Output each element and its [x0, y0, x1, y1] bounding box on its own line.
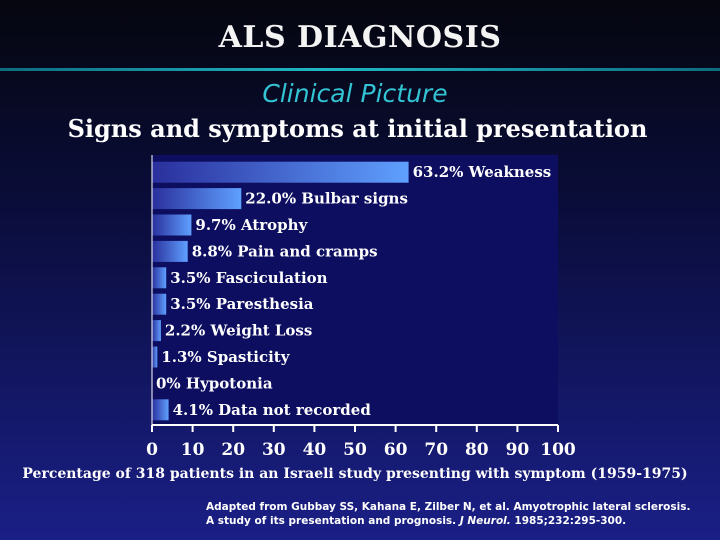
bar-label: 63.2% Weakness	[413, 163, 552, 181]
bar-label: 3.5% Paresthesia	[170, 295, 314, 313]
bar-bulbar-signs	[152, 188, 242, 210]
citation-journal: J Neurol.	[459, 515, 511, 527]
bar-label: 4.1% Data not recorded	[173, 401, 372, 419]
bar-label: 8.8% Pain and cramps	[192, 242, 378, 260]
x-tick-label: 30	[262, 440, 286, 460]
bar-pain-and-cramps	[152, 240, 188, 262]
citation-text: A study of its presentation and prognosi…	[206, 515, 457, 527]
x-tick-label: 20	[221, 440, 245, 460]
title-divider	[0, 68, 720, 71]
bar-weakness	[152, 161, 409, 183]
x-tick-label: 60	[384, 440, 408, 460]
x-tick-label: 0	[146, 440, 158, 460]
source-citation: Adapted from Gubbay SS, Kahana E, Zilber…	[206, 500, 706, 528]
x-tick-label: 100	[540, 440, 576, 460]
bar-fasciculation	[152, 267, 167, 289]
bar-data-not-recorded	[152, 399, 169, 421]
bar-weight-loss	[152, 320, 161, 342]
bar-label: 3.5% Fasciculation	[170, 269, 327, 287]
bar-label: 0% Hypotonia	[156, 374, 273, 392]
x-tick-label: 80	[465, 440, 489, 460]
x-axis-label: Percentage of 318 patients in an Israeli…	[22, 466, 688, 482]
slide-subtitle: Clinical Picture	[262, 79, 448, 108]
citation-line-2: A study of its presentation and prognosi…	[206, 514, 706, 528]
chart-title: Signs and symptoms at initial presentati…	[67, 114, 648, 143]
citation-reference: 1985;232:295-300.	[514, 515, 627, 527]
bar-atrophy	[152, 214, 192, 236]
bar-label: 9.7% Atrophy	[195, 216, 308, 234]
slide-title: ALS DIAGNOSIS	[218, 20, 502, 55]
x-tick-label: 10	[181, 440, 205, 460]
bar-label: 2.2% Weight Loss	[165, 322, 312, 340]
x-tick-label: 40	[303, 440, 327, 460]
bar-label: 1.3% Spasticity	[161, 348, 290, 366]
x-tick-label: 50	[343, 440, 367, 460]
bar-spasticity	[152, 346, 158, 368]
x-tick-label: 90	[506, 440, 530, 460]
citation-line-1: Adapted from Gubbay SS, Kahana E, Zilber…	[206, 501, 691, 513]
bar-paresthesia	[152, 293, 167, 315]
bar-label: 22.0% Bulbar signs	[245, 190, 408, 208]
x-tick-label: 70	[424, 440, 448, 460]
